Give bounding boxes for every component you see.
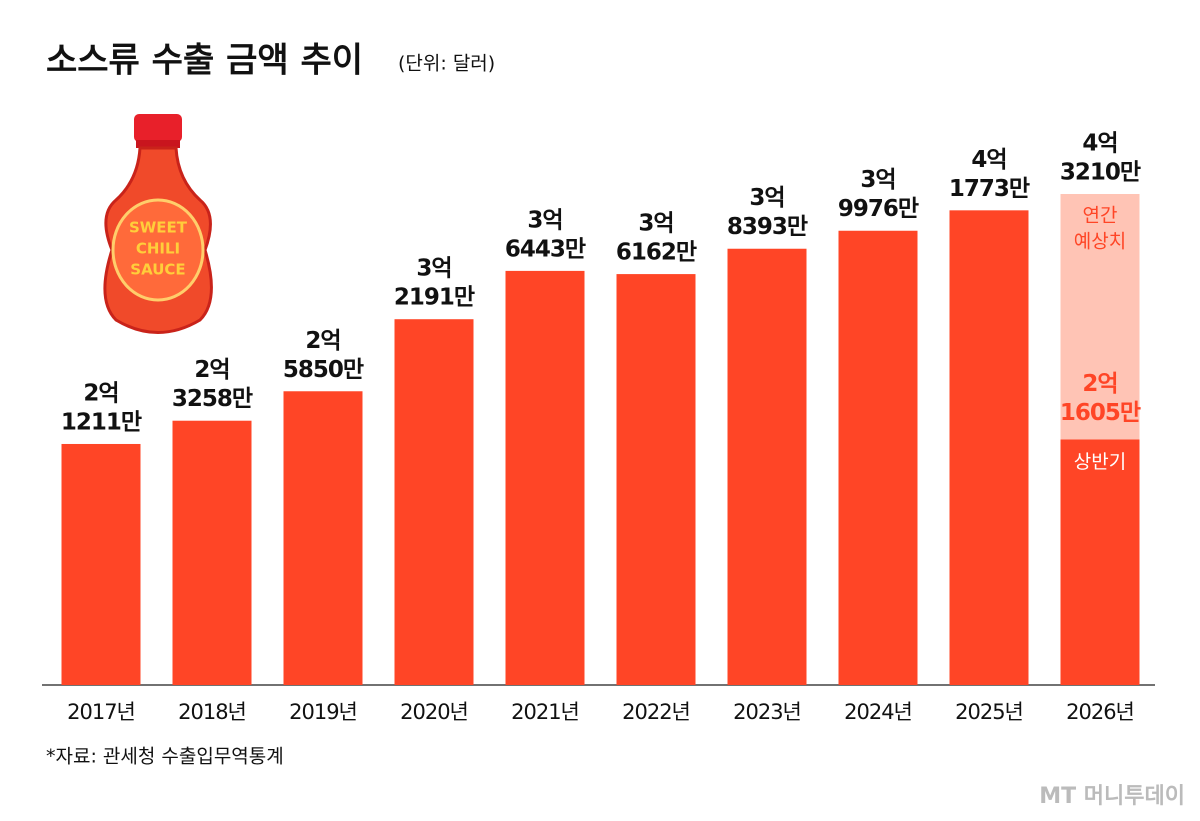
x-tick-label: 2026년	[1066, 700, 1134, 724]
value-label: 9976만	[838, 196, 919, 222]
bottle-text: SAUCE	[130, 261, 185, 279]
value-label: 3억	[860, 167, 895, 193]
x-tick-label: 2025년	[955, 700, 1023, 724]
value-label: 2억	[305, 328, 340, 354]
value-label: 1211만	[61, 409, 142, 435]
bottle-illustration: SWEET CHILI SAUCE	[103, 114, 213, 334]
value-label: 5850만	[283, 357, 364, 383]
bar	[61, 443, 141, 685]
chart-title: 소스류 수출 금액 추이	[46, 41, 363, 81]
bottle-text: CHILI	[136, 240, 180, 258]
x-tick-label: 2023년	[733, 700, 801, 724]
bar	[394, 319, 474, 685]
half-label: 상반기	[1074, 451, 1126, 473]
value-label: 3억	[416, 256, 451, 282]
x-tick-label: 2018년	[178, 700, 246, 724]
x-tick-label: 2021년	[511, 700, 579, 724]
value-label: 2억	[194, 357, 229, 383]
bottle-text: SWEET	[129, 219, 188, 237]
bar	[616, 274, 696, 685]
value-label: 4억	[971, 147, 1006, 173]
bar	[172, 420, 252, 685]
bar	[283, 391, 363, 685]
value-label: 3억	[749, 185, 784, 211]
x-tick-label: 2022년	[622, 700, 690, 724]
value-label: 1773만	[949, 176, 1030, 202]
chart-subtitle: (단위: 달러)	[398, 53, 495, 75]
forecast-label: 연간	[1083, 205, 1118, 227]
watermark: MT 머니투데이	[1039, 784, 1185, 809]
x-tick-label: 2020년	[400, 700, 468, 724]
value-label: 3210만	[1060, 160, 1141, 186]
source: *자료: 관세청 수출입무역통계	[46, 746, 284, 768]
forecast-label: 예상치	[1074, 231, 1126, 253]
bar	[727, 248, 807, 686]
bar	[949, 210, 1029, 685]
bar	[505, 270, 585, 685]
value-label: 1605만	[1060, 400, 1141, 426]
value-label: 6443만	[505, 236, 586, 262]
value-label: 2억	[83, 380, 118, 406]
bar	[1060, 439, 1140, 685]
x-tick-label: 2024년	[844, 700, 912, 724]
value-label: 8393만	[727, 214, 808, 240]
value-label: 6162만	[616, 240, 697, 266]
bar	[838, 230, 918, 686]
x-tick-label: 2017년	[67, 700, 135, 724]
value-label: 3258만	[172, 386, 253, 412]
value-label: 2191만	[394, 285, 475, 311]
x-tick-label: 2019년	[289, 700, 357, 724]
value-label: 3억	[527, 207, 562, 233]
value-label: 4억	[1082, 131, 1117, 157]
value-label: 3억	[638, 211, 673, 237]
value-label: 2억	[1082, 371, 1117, 397]
